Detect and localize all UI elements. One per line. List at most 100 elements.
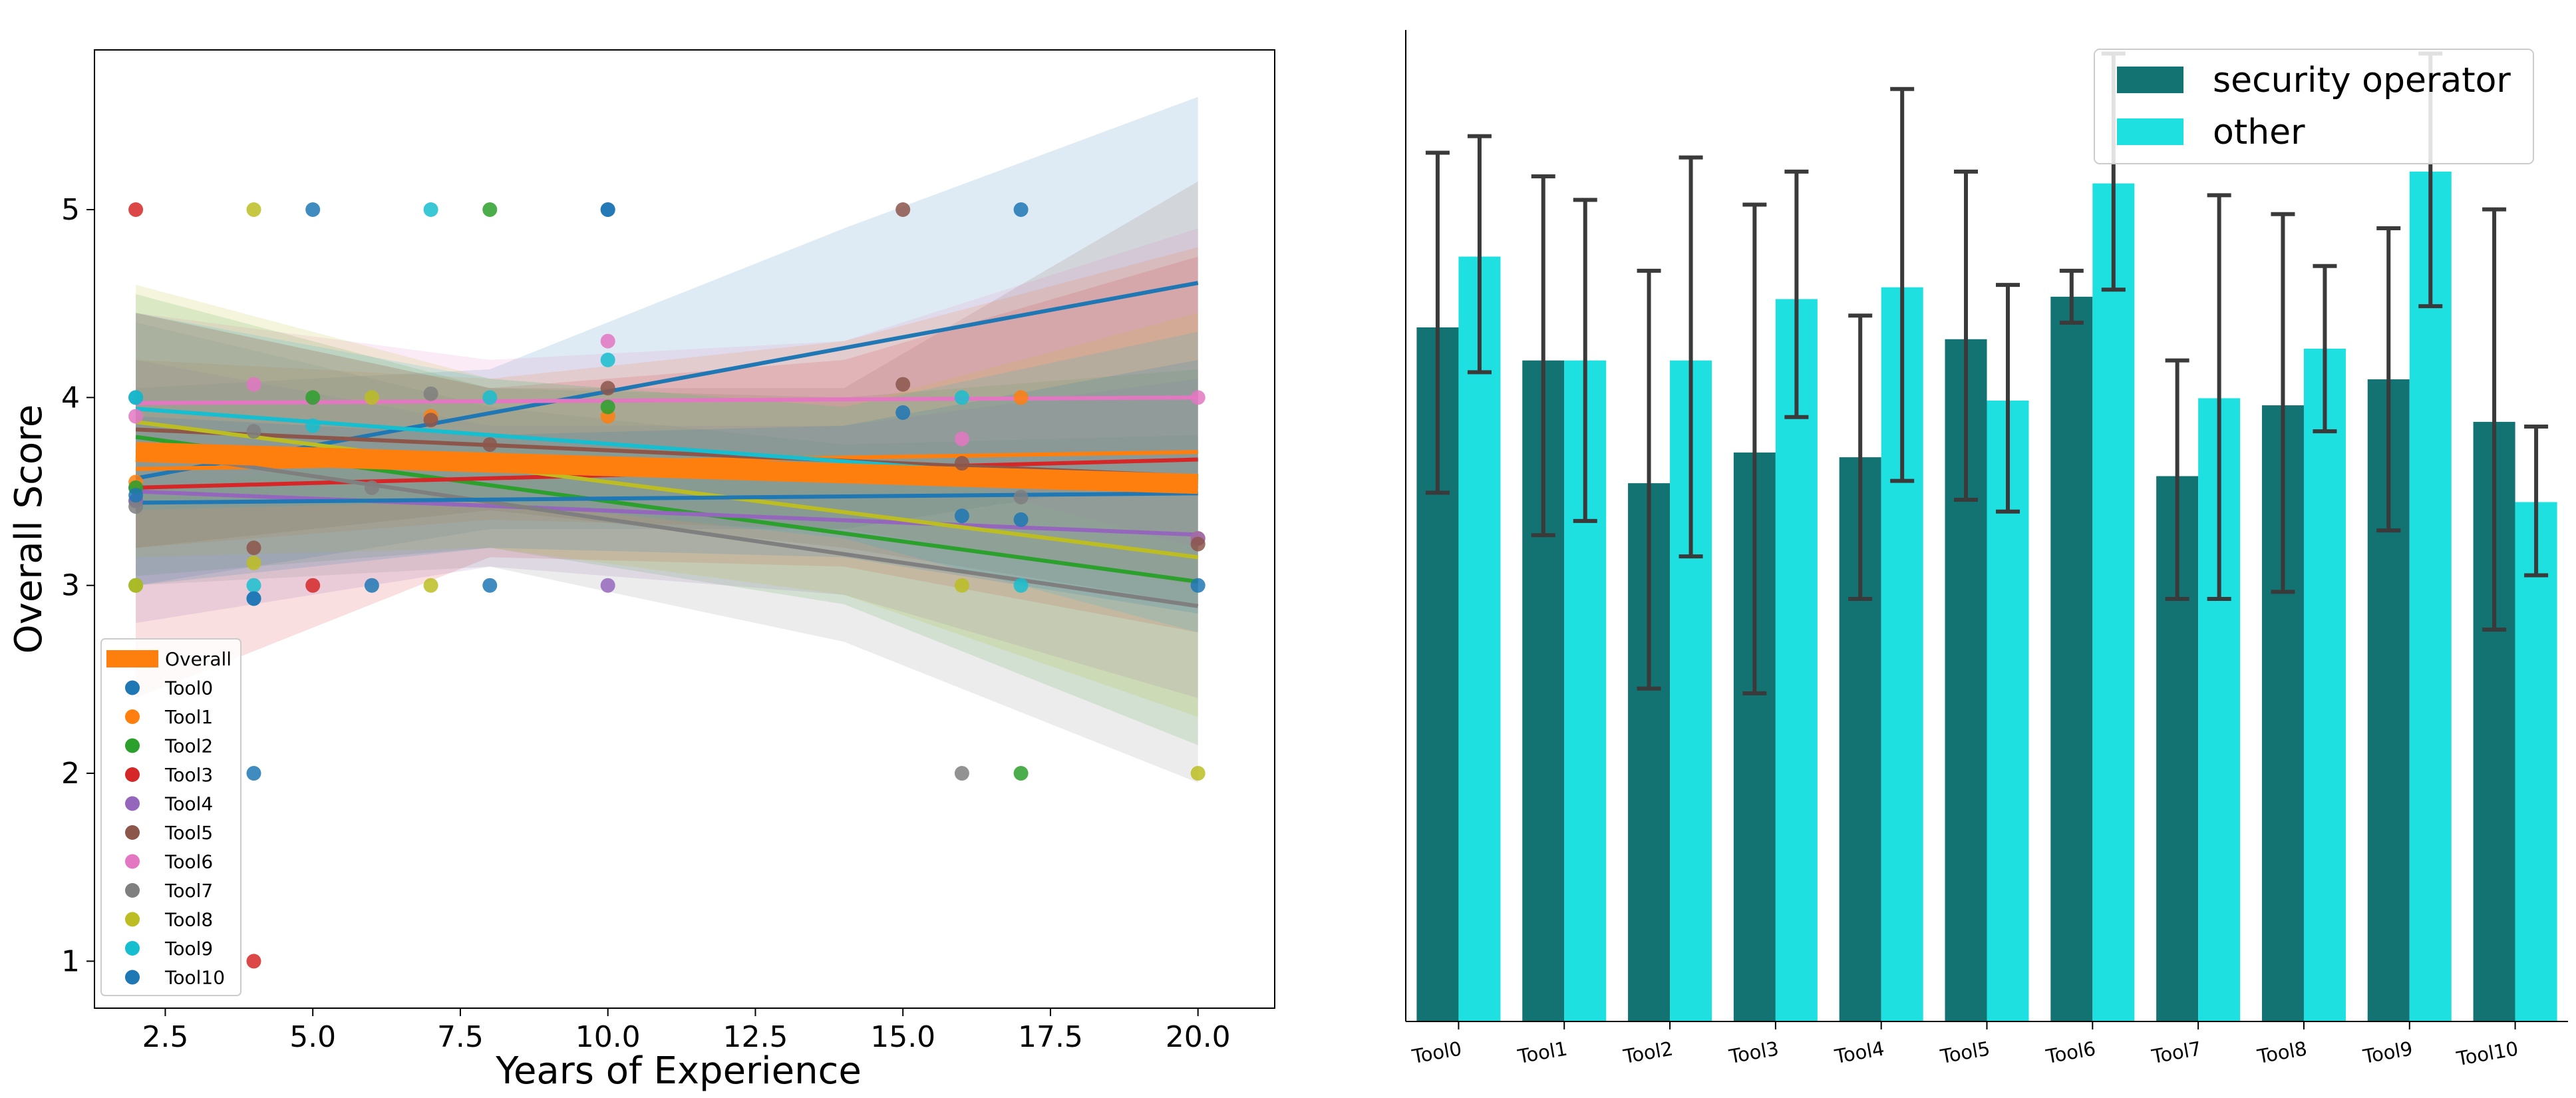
bar-tool6-other	[2092, 183, 2135, 1022]
legend-marker-tool10	[125, 970, 140, 985]
point-tool5	[246, 540, 261, 556]
point-tool0	[364, 578, 379, 593]
ci-band-tool2	[136, 294, 1198, 745]
y-tick-label: 5	[61, 193, 80, 227]
point-tool8	[246, 202, 261, 217]
point-tool0	[1190, 578, 1206, 593]
point-tool9	[1013, 578, 1029, 593]
bar-tool3-other	[1775, 299, 1818, 1021]
x-tick-label: 15.0	[870, 1020, 935, 1054]
legend-swatch-security-operator	[2117, 67, 2183, 93]
point-tool9	[954, 390, 969, 405]
point-tool8	[1190, 766, 1206, 781]
point-tool5	[895, 377, 911, 392]
y-tick-label: 3	[61, 569, 80, 603]
point-tool6	[954, 431, 969, 447]
legend-marker-tool0	[125, 680, 140, 695]
x-tick-label: 2.5	[142, 1020, 188, 1054]
legend-label-other: other	[2213, 112, 2305, 152]
point-tool7	[423, 386, 438, 401]
point-tool0	[1013, 512, 1029, 527]
ci-band-tool10	[136, 359, 1198, 614]
point-tool0	[954, 508, 969, 524]
point-tool10	[128, 488, 144, 503]
legend-marker-tool7	[125, 883, 140, 898]
bar-tool6-security-operator	[2050, 296, 2093, 1021]
point-tool9	[305, 418, 321, 433]
legend-marker-tool3	[125, 767, 140, 782]
point-tool5	[600, 381, 615, 396]
point-tool3	[305, 578, 321, 593]
point-tool6	[246, 377, 261, 392]
point-tool8	[954, 578, 969, 593]
point-tool6	[1190, 390, 1206, 405]
y-tick-label: 2	[61, 757, 80, 791]
point-tool1	[1013, 390, 1029, 405]
legend-label-tool6: Tool6	[164, 851, 213, 873]
point-tool8	[246, 555, 261, 570]
point-tool7	[128, 499, 144, 514]
point-tool0	[246, 766, 261, 781]
point-tool8	[128, 578, 144, 593]
y-tick-label: 4	[61, 381, 80, 415]
legend-marker-overall	[106, 650, 158, 667]
legend-label-overall: Overall	[165, 648, 232, 670]
left-legend: Overall Tool0 Tool1 Tool2 Tool3 Tool4 Tool5 Too…	[100, 638, 242, 996]
regression-line-tool4	[135, 489, 1198, 537]
x-tick-label: 7.5	[437, 1020, 484, 1054]
point-tool5	[482, 437, 498, 452]
x-tick-label: 20.0	[1166, 1020, 1231, 1054]
legend-label-tool0: Tool0	[164, 677, 213, 699]
x-tick-label: 10.0	[575, 1020, 641, 1054]
point-tool2	[305, 390, 321, 405]
point-tool5	[954, 456, 969, 471]
bar-tool9-other	[2409, 171, 2452, 1021]
legend-label-tool2: Tool2	[164, 735, 213, 757]
legend-label-tool9: Tool9	[164, 938, 213, 960]
data-points	[128, 202, 1206, 969]
point-tool8	[364, 390, 379, 405]
point-tool10	[246, 591, 261, 606]
point-tool9	[482, 390, 498, 405]
legend-marker-tool4	[125, 796, 140, 811]
ci-band-tool7	[136, 322, 1198, 783]
y-axis-label: Overall Score	[7, 405, 51, 654]
point-tool9	[423, 202, 438, 217]
point-tool9	[128, 390, 144, 405]
point-tool5	[1190, 536, 1206, 552]
right-legend: security operator other	[2094, 49, 2534, 164]
point-tool7	[954, 766, 969, 781]
legend-label-tool4: Tool4	[164, 793, 213, 815]
point-tool2	[1013, 766, 1029, 781]
left-axes: 2.5 5.0 7.5 10.0 12.5 15.0 17.5 20.0 1 2 3 4 5	[61, 193, 1231, 1054]
point-tool7	[364, 480, 379, 495]
legend-label-tool7: Tool7	[164, 880, 213, 902]
legend-box	[100, 638, 242, 996]
legend-box	[2094, 49, 2534, 164]
x-tick-label: 17.5	[1018, 1020, 1083, 1054]
point-tool6	[600, 333, 615, 349]
legend-marker-tool2	[125, 738, 140, 753]
point-tool5	[423, 413, 438, 428]
legend-label-tool10: Tool10	[164, 967, 225, 989]
regression-line-tool8	[135, 420, 1199, 560]
legend-label-security-operator: security operator	[2213, 61, 2511, 100]
point-tool0	[1013, 202, 1029, 217]
bar-tool0-other	[1458, 256, 1501, 1022]
legend-label-tool3: Tool3	[164, 764, 213, 786]
point-tool0	[482, 578, 498, 593]
point-tool9	[246, 578, 261, 593]
x-tick-label: 5.0	[289, 1020, 336, 1054]
point-tool7	[1013, 490, 1029, 504]
point-tool4	[600, 578, 615, 593]
point-tool3	[246, 954, 261, 969]
point-tool5	[895, 202, 911, 217]
point-tool6	[128, 409, 144, 424]
legend-label-tool8: Tool8	[164, 909, 213, 931]
point-tool9	[600, 352, 615, 367]
legend-swatch-other	[2117, 118, 2183, 145]
point-tool2	[482, 202, 498, 217]
regression-line-tool5	[135, 427, 1198, 478]
